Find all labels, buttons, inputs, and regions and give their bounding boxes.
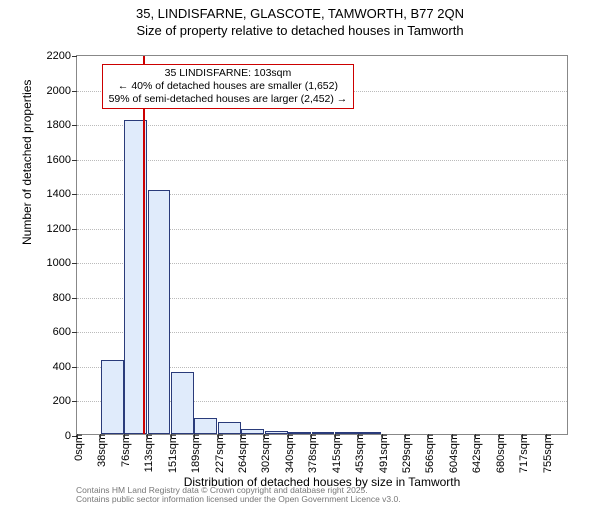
xtick-label: 227sqm [210, 434, 226, 473]
xtick-mark [335, 434, 336, 439]
xtick-label: 566sqm [420, 434, 436, 473]
ytick-mark [72, 367, 77, 368]
xtick-label: 415sqm [327, 434, 343, 473]
xtick-mark [77, 434, 78, 439]
xtick-mark [288, 434, 289, 439]
xtick-label: 604sqm [444, 434, 460, 473]
xtick-mark [522, 434, 523, 439]
ytick-mark [72, 194, 77, 195]
histogram-bar [148, 190, 171, 434]
xtick-mark [171, 434, 172, 439]
xtick-label: 755sqm [538, 434, 554, 473]
histogram-bar [101, 360, 124, 434]
ytick-mark [72, 401, 77, 402]
ytick-mark [72, 298, 77, 299]
gridline [77, 125, 567, 126]
annotation-line2: ← 40% of detached houses are smaller (1,… [109, 80, 348, 93]
ytick-mark [72, 263, 77, 264]
xtick-mark [358, 434, 359, 439]
xtick-label: 642sqm [467, 434, 483, 473]
xtick-mark [264, 434, 265, 439]
credits-line2: Contains public sector information licen… [76, 495, 401, 504]
plot-area: 0200400600800100012001400160018002000220… [76, 55, 568, 435]
xtick-mark [499, 434, 500, 439]
annotation-line3: 59% of semi-detached houses are larger (… [109, 93, 348, 106]
xtick-label: 491sqm [374, 434, 390, 473]
xtick-label: 717sqm [514, 434, 530, 473]
histogram-bar [171, 372, 194, 434]
ytick-mark [72, 229, 77, 230]
xtick-mark [241, 434, 242, 439]
ytick-mark [72, 91, 77, 92]
gridline [77, 160, 567, 161]
xtick-mark [311, 434, 312, 439]
xtick-mark [546, 434, 547, 439]
annotation-line1: 35 LINDISFARNE: 103sqm [109, 67, 348, 80]
y-axis-label: Number of detached properties [20, 80, 34, 245]
reference-line [143, 56, 145, 434]
credits-block: Contains HM Land Registry data © Crown c… [76, 486, 401, 505]
xtick-label: 189sqm [186, 434, 202, 473]
xtick-label: 151sqm [163, 434, 179, 473]
xtick-mark [382, 434, 383, 439]
ytick-mark [72, 160, 77, 161]
xtick-label: 378sqm [303, 434, 319, 473]
xtick-mark [194, 434, 195, 439]
xtick-mark [405, 434, 406, 439]
xtick-mark [475, 434, 476, 439]
xtick-label: 680sqm [491, 434, 507, 473]
xtick-label: 340sqm [280, 434, 296, 473]
xtick-label: 529sqm [397, 434, 413, 473]
xtick-mark [124, 434, 125, 439]
xtick-label: 453sqm [350, 434, 366, 473]
xtick-label: 264sqm [233, 434, 249, 473]
xtick-mark [147, 434, 148, 439]
xtick-mark [452, 434, 453, 439]
xtick-label: 113sqm [139, 434, 155, 472]
ytick-mark [72, 125, 77, 126]
histogram-bar [218, 422, 241, 434]
histogram-chart: 0200400600800100012001400160018002000220… [76, 55, 568, 435]
xtick-mark [218, 434, 219, 439]
ytick-mark [72, 332, 77, 333]
xtick-mark [428, 434, 429, 439]
xtick-mark [100, 434, 101, 439]
page-title-line2: Size of property relative to detached ho… [0, 23, 600, 40]
annotation-box: 35 LINDISFARNE: 103sqm← 40% of detached … [102, 64, 355, 109]
xtick-label: 302sqm [256, 434, 272, 473]
ytick-mark [72, 56, 77, 57]
histogram-bar [194, 418, 217, 434]
page-title-line1: 35, LINDISFARNE, GLASCOTE, TAMWORTH, B77… [0, 6, 600, 23]
